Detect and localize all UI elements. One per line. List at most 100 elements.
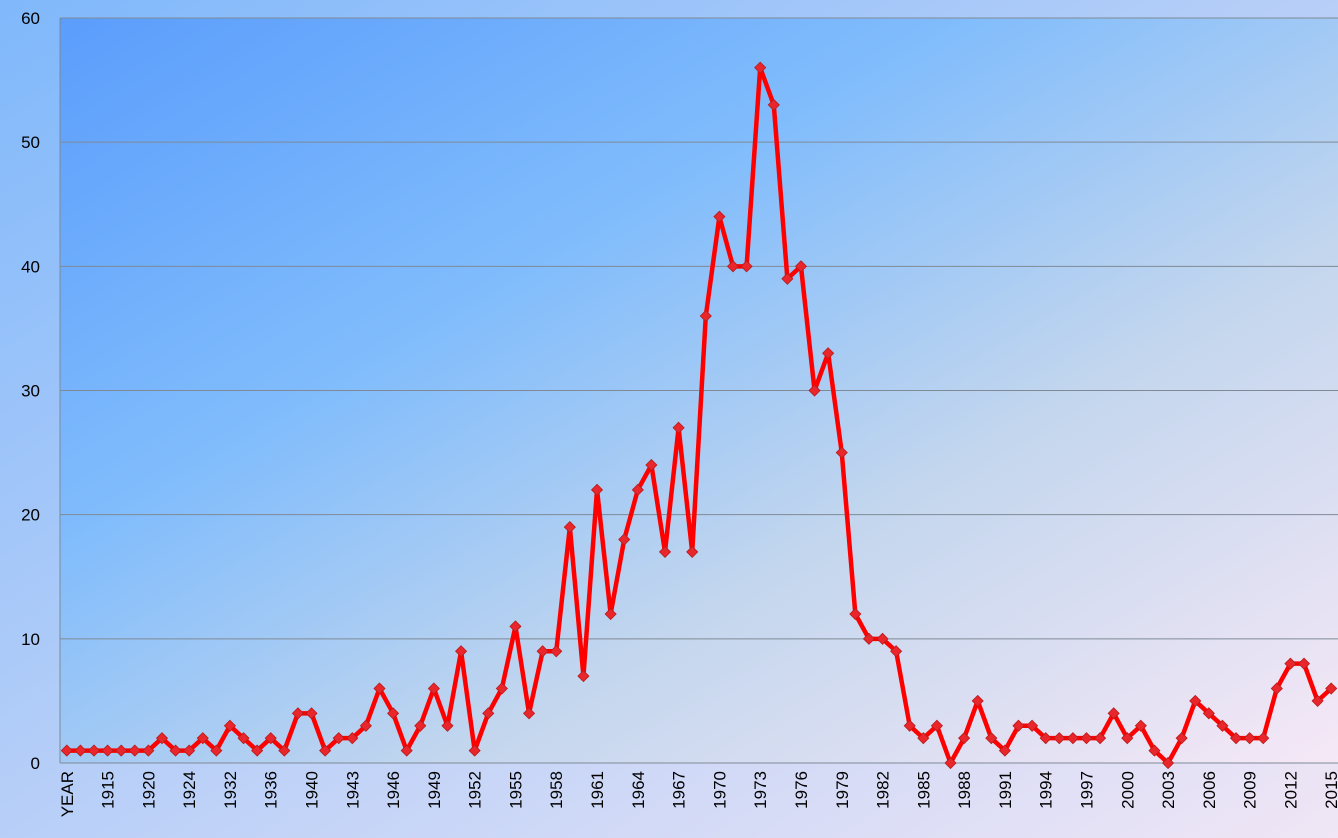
- x-tick-label: 1952: [466, 771, 485, 809]
- x-tick-label: 1932: [221, 771, 240, 809]
- data-point: [672, 421, 685, 434]
- data-point: [251, 744, 264, 757]
- data-point: [223, 719, 237, 732]
- x-tick-label: 2009: [1241, 771, 1260, 809]
- x-tick-label: YEAR: [58, 771, 77, 817]
- data-point: [822, 347, 835, 360]
- data-point: [468, 744, 481, 757]
- data-point: [563, 521, 576, 534]
- data-point: [876, 632, 889, 645]
- data-point: [903, 719, 916, 732]
- data-point: [590, 483, 604, 496]
- data-point: [155, 732, 169, 745]
- x-tick-label: 1943: [343, 771, 362, 809]
- data-point: [332, 732, 345, 745]
- x-tick-label: 1994: [1037, 771, 1056, 809]
- x-tick-label: 1958: [547, 771, 566, 809]
- data-point: [1039, 732, 1052, 745]
- data-point: [115, 744, 128, 757]
- x-tick-label: 1949: [425, 771, 444, 809]
- data-point: [726, 260, 740, 273]
- data-point: [359, 719, 372, 732]
- data-point: [427, 682, 440, 695]
- data-point: [1066, 732, 1079, 745]
- data-point: [455, 645, 468, 658]
- data-point: [60, 744, 73, 757]
- data-point: [754, 61, 767, 74]
- data-point: [291, 707, 304, 720]
- y-tick-label: 0: [31, 754, 40, 773]
- data-point: [686, 545, 699, 558]
- data-point: [319, 744, 332, 757]
- data-point: [522, 707, 536, 720]
- data-point: [985, 732, 998, 745]
- x-tick-label: 1955: [506, 771, 525, 809]
- x-tick-label: 2006: [1200, 771, 1219, 809]
- data-point: [658, 545, 672, 558]
- data-point: [87, 744, 101, 757]
- x-tick-label: 2015: [1322, 771, 1338, 809]
- data-point: [944, 756, 957, 770]
- data-point: [835, 446, 848, 459]
- data-point: [1121, 732, 1134, 745]
- x-tick-label: 1997: [1077, 771, 1096, 809]
- y-tick-label: 30: [21, 382, 40, 401]
- data-point: [74, 744, 87, 757]
- x-tick-label: 1967: [670, 771, 689, 809]
- x-tick-label: 1982: [874, 771, 893, 809]
- x-tick-label: 1924: [180, 771, 199, 809]
- data-point: [740, 260, 753, 273]
- data-point: [699, 309, 712, 323]
- data-point: [237, 732, 250, 745]
- x-tick-label: 1976: [792, 771, 811, 809]
- data-point: [645, 458, 658, 472]
- x-tick-label: 1961: [588, 771, 607, 809]
- data-point: [1175, 732, 1188, 745]
- data-point: [781, 272, 794, 285]
- data-point: [577, 670, 590, 683]
- data-point: [509, 620, 522, 633]
- x-tick-label: 1991: [996, 771, 1015, 809]
- data-point: [604, 607, 617, 621]
- x-tick-label: 1940: [303, 771, 322, 809]
- data-point: [414, 719, 427, 732]
- data-point: [971, 694, 984, 707]
- data-point: [849, 607, 862, 621]
- data-point: [441, 719, 454, 732]
- data-point: [1161, 756, 1175, 770]
- data-point: [1189, 694, 1202, 707]
- data-point: [1107, 707, 1120, 720]
- y-tick-label: 10: [21, 630, 40, 649]
- data-point: [196, 732, 209, 745]
- data-point: [713, 210, 726, 223]
- x-tick-label: 1985: [914, 771, 933, 809]
- data-point: [142, 744, 155, 757]
- data-point: [264, 732, 277, 745]
- data-point: [1080, 732, 1093, 745]
- x-tick-label: 1970: [710, 771, 729, 809]
- x-tick-label: 2003: [1159, 771, 1178, 809]
- data-point: [101, 744, 114, 757]
- data-point: [550, 645, 563, 658]
- data-point: [346, 732, 359, 745]
- data-point: [482, 707, 495, 720]
- data-point: [1311, 694, 1324, 707]
- data-point: [210, 744, 223, 757]
- data-point: [1053, 732, 1066, 745]
- data-point: [1012, 719, 1025, 732]
- x-tick-label: 2000: [1118, 771, 1137, 809]
- data-point: [618, 533, 631, 546]
- y-tick-label: 20: [21, 506, 40, 525]
- data-point: [808, 384, 821, 397]
- data-point: [1202, 707, 1215, 720]
- y-tick-label: 50: [21, 133, 40, 152]
- x-tick-label: 1936: [262, 771, 281, 809]
- data-line: [66, 65, 1333, 766]
- data-point: [1026, 719, 1039, 732]
- x-tick-label: 1988: [955, 771, 974, 809]
- data-point: [1134, 719, 1147, 732]
- data-point: [1257, 732, 1270, 745]
- data-point: [183, 744, 196, 757]
- data-point: [373, 682, 386, 695]
